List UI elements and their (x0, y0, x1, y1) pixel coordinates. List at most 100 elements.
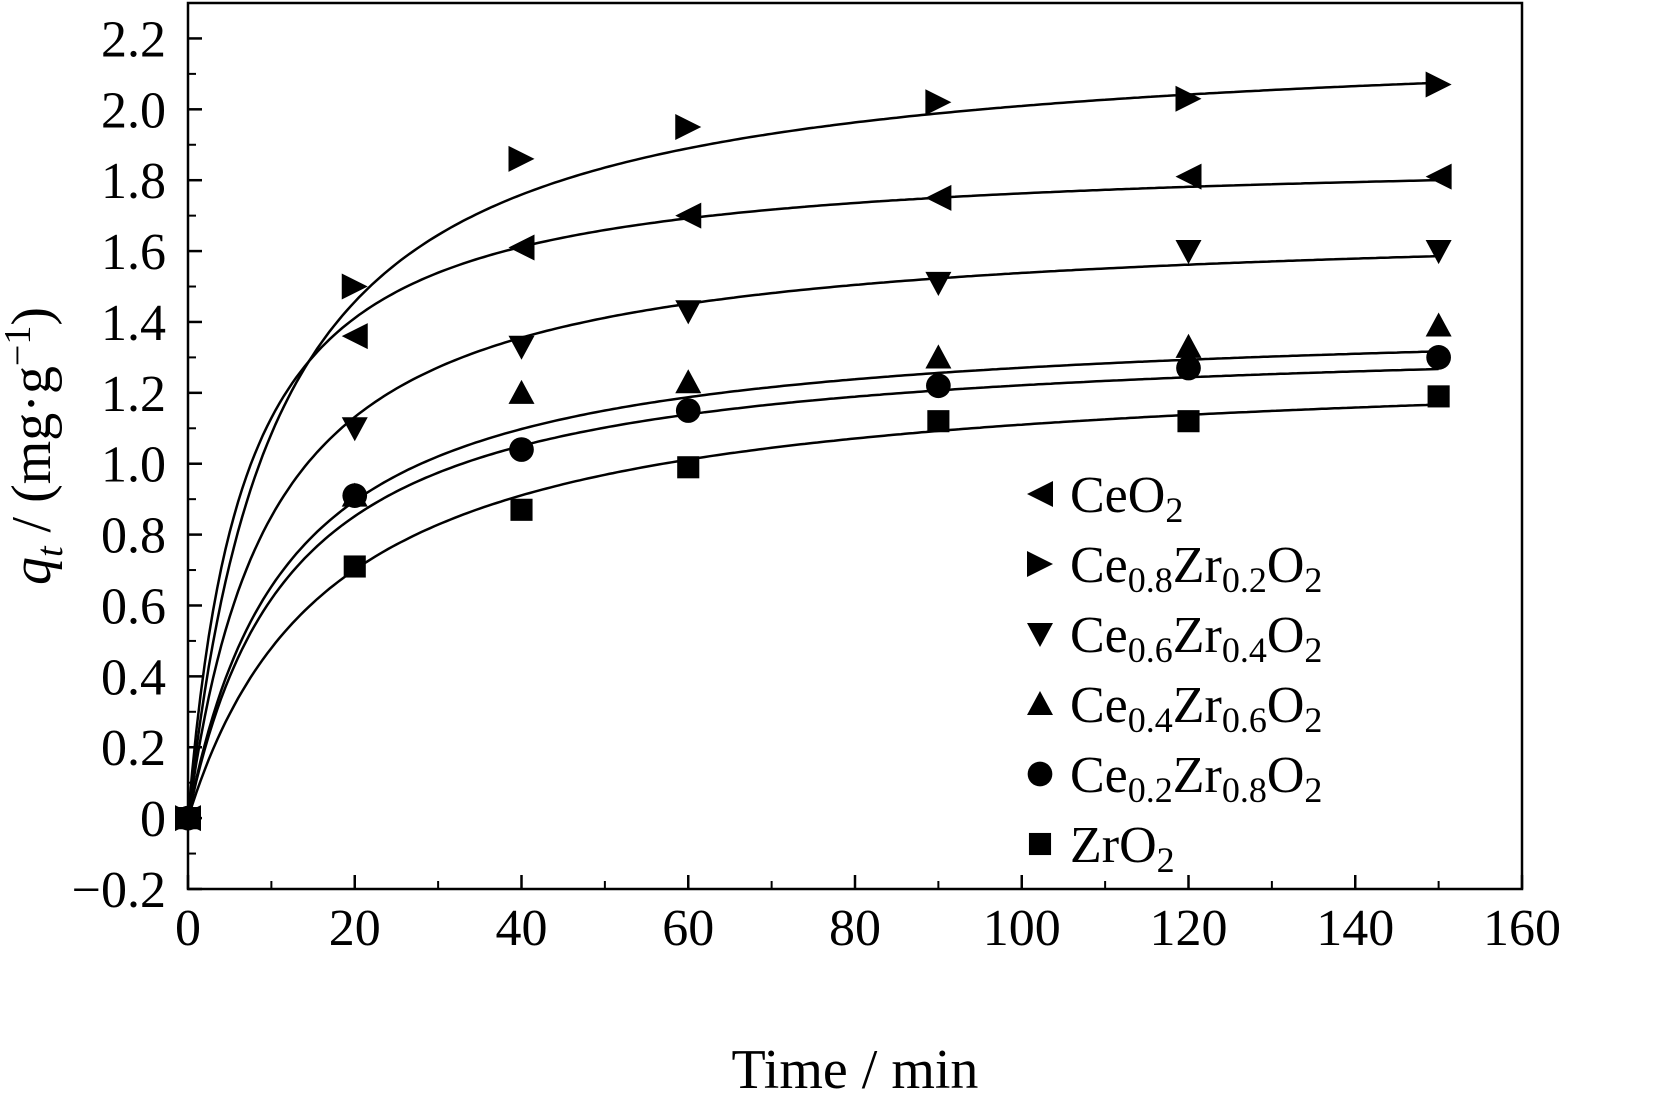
legend-label: ZrO2 (1070, 817, 1175, 880)
legend-label-part: Zr (1173, 537, 1222, 594)
y-tick-labels: −0.2 0 0.2 0.4 0.6 0.8 1.0 1.2 1.4 1.6 1.8 2.0 2.2 (72, 11, 166, 919)
data-point (927, 410, 950, 433)
legend-label-part: 2 (1157, 840, 1175, 880)
data-point (508, 234, 535, 261)
x-tick-label: 0 (175, 900, 201, 957)
x-tick-label: 60 (662, 900, 714, 957)
legend-label-part: 2 (1165, 490, 1183, 530)
data-point (343, 555, 366, 578)
legend-label-part: 2 (1304, 630, 1322, 670)
x-tick-label: 40 (496, 900, 548, 957)
legend-label-part: 0.4 (1128, 700, 1173, 740)
y-tick-label: 2.0 (101, 82, 166, 139)
data-point (341, 417, 368, 442)
y-axis-unit-close: ) (1, 307, 63, 326)
data-point (341, 273, 368, 300)
data-point (1177, 410, 1200, 433)
legend: CeO2Ce0.8Zr0.2O2Ce0.6Zr0.4O2Ce0.4Zr0.6O2… (1027, 467, 1322, 880)
legend-marker (1027, 691, 1053, 716)
legend-marker (1027, 761, 1053, 787)
data-point (508, 379, 535, 404)
data-point (925, 344, 952, 369)
y-tick-label: 0.2 (101, 720, 166, 777)
legend-label-part: Ce (1070, 747, 1128, 804)
y-tick-label: −0.2 (72, 862, 166, 919)
legend-label-part: 0.8 (1128, 560, 1173, 600)
y-axis-title: qt / (mg·g−1) (0, 307, 71, 585)
y-axis-symbol: q (1, 557, 63, 585)
fit-curve (186, 403, 1439, 819)
data-point (677, 456, 700, 479)
legend-label-part: Ce (1070, 607, 1128, 664)
data-point (508, 145, 535, 172)
data-point (341, 323, 368, 350)
legend-marker (1027, 622, 1053, 647)
x-tick-label: 140 (1316, 900, 1394, 957)
y-axis-unit-exponent: −1 (0, 326, 39, 366)
y-tick-label: 0.4 (101, 649, 166, 706)
data-point (925, 271, 952, 296)
legend-label: Ce0.8Zr0.2O2 (1070, 537, 1322, 600)
y-tick-label: 0 (140, 791, 166, 848)
fit-curve (186, 350, 1439, 819)
legend-label: CeO2 (1070, 467, 1183, 530)
legend-label-part: 0.6 (1128, 630, 1173, 670)
data-point (1175, 163, 1202, 190)
legend-label-part: 2 (1304, 700, 1322, 740)
legend-label-part: 0.2 (1128, 770, 1173, 810)
legend-marker (1027, 551, 1053, 577)
legend-label: Ce0.4Zr0.6O2 (1070, 677, 1322, 740)
legend-label-part: 2 (1304, 560, 1322, 600)
data-point (1427, 385, 1450, 408)
legend-label-part: O (1267, 747, 1305, 804)
legend-label-part: Ce (1070, 677, 1128, 734)
data-point (926, 373, 951, 399)
legend-label-part: 0.2 (1222, 560, 1267, 600)
legend-label-part: Zr (1173, 747, 1222, 804)
legend-label-part: 2 (1304, 770, 1322, 810)
fit-curve (186, 367, 1439, 819)
y-tick-label: 0.8 (101, 508, 166, 565)
y-tick-label: 2.2 (101, 11, 166, 68)
legend-label-part: CeO (1070, 467, 1165, 524)
y-axis-subscript: t (29, 545, 71, 557)
y-tick-label: 0.6 (101, 578, 166, 635)
axis-ticks (186, 37, 1524, 891)
x-tick-label: 120 (1150, 900, 1228, 957)
data-point (1175, 333, 1202, 358)
y-tick-label: 1.4 (101, 295, 166, 352)
legend-marker (1028, 832, 1052, 856)
data-points (175, 71, 1452, 832)
data-point (675, 300, 702, 325)
legend-label-part: ZrO (1070, 817, 1157, 874)
fit-curves (186, 81, 1439, 819)
plot-border (186, 1, 1524, 891)
data-point (675, 369, 702, 394)
y-tick-label: 1.8 (101, 153, 166, 210)
data-point (675, 202, 702, 229)
legend-label-part: O (1267, 537, 1305, 594)
data-point (1426, 345, 1451, 370)
legend-label: Ce0.6Zr0.4O2 (1070, 607, 1322, 670)
legend-label-part: 0.8 (1222, 770, 1267, 810)
fit-curve (186, 254, 1439, 819)
y-tick-label: 1.2 (101, 366, 166, 423)
y-axis-unit: / (mg·g (1, 366, 63, 546)
data-point (509, 437, 534, 462)
fit-curve (186, 81, 1439, 819)
data-point (510, 498, 533, 521)
data-point (508, 335, 535, 360)
legend-label-part: Zr (1173, 607, 1222, 664)
x-tick-label: 160 (1483, 900, 1561, 957)
data-point (1176, 355, 1201, 381)
x-tick-label: 20 (329, 900, 381, 957)
legend-marker (1027, 481, 1053, 507)
data-point (675, 114, 702, 141)
y-tick-label: 1.0 (101, 437, 166, 494)
x-axis-title: Time / min (732, 1039, 979, 1092)
y-tick-label: 1.6 (101, 224, 166, 281)
data-point (1425, 312, 1452, 337)
data-point (342, 483, 368, 508)
